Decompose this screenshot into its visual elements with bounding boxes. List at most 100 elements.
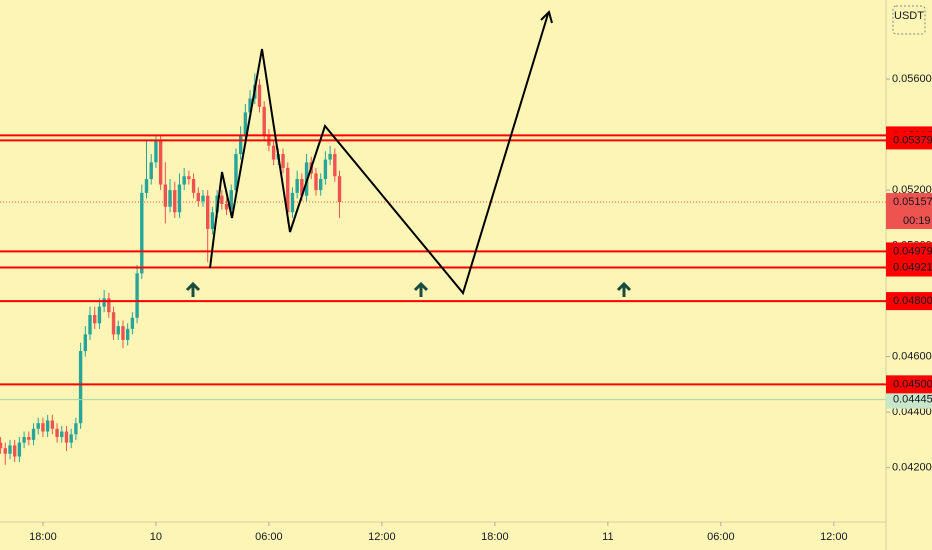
- candle-body: [182, 176, 186, 185]
- candle-body: [102, 298, 106, 307]
- candle-body: [78, 351, 83, 424]
- candle-body: [323, 159, 328, 179]
- candle-body: [140, 192, 144, 274]
- candle-body: [135, 273, 139, 318]
- candle-body: [328, 154, 332, 160]
- candle-body: [220, 195, 224, 204]
- candle-body: [295, 178, 299, 193]
- level-label: 0.04979: [893, 245, 932, 257]
- candle-body: [234, 154, 238, 191]
- zigzag-drawing: [209, 13, 549, 296]
- candle-body: [121, 326, 125, 340]
- candle-body: [88, 314, 92, 335]
- candle-body: [31, 428, 36, 440]
- y-tick-label: 0.05200: [892, 184, 932, 196]
- candle-body: [314, 173, 318, 191]
- candle-body: [12, 445, 17, 457]
- candle-body: [74, 423, 78, 435]
- candle-body: [69, 434, 73, 443]
- candle-body: [22, 437, 26, 443]
- candle-body: [116, 326, 120, 335]
- candle-body: [154, 140, 158, 163]
- candle-body: [262, 106, 266, 135]
- y-tick-label: 0.04200: [892, 462, 932, 474]
- level-box: [886, 131, 932, 150]
- candle-body: [163, 184, 168, 207]
- candle-body: [318, 178, 323, 191]
- candle-body: [36, 423, 40, 429]
- candle-body: [196, 192, 200, 202]
- candle-body: [60, 431, 64, 438]
- drawings: [185, 10, 632, 297]
- arrow-head: [540, 10, 553, 24]
- candle-body: [149, 162, 153, 179]
- candle-body: [271, 145, 276, 160]
- candle-body: [64, 431, 69, 443]
- candle-body: [177, 184, 182, 213]
- level-label: 0.04500: [893, 378, 932, 390]
- candle-body: [210, 212, 215, 229]
- up-arrow: [616, 281, 632, 297]
- last-price-box: [886, 193, 932, 230]
- candle-body: [286, 167, 290, 213]
- x-tick-label: 10: [150, 531, 162, 543]
- marker-price-box: [886, 390, 932, 409]
- candle-body: [168, 190, 172, 207]
- candle-body: [173, 190, 177, 213]
- candle-body: [41, 423, 45, 432]
- candle-body: [55, 428, 59, 438]
- level-label: 0.04921: [893, 261, 932, 273]
- level-box: [886, 292, 932, 311]
- x-tick-label: 12:00: [368, 531, 396, 543]
- candle-body: [83, 334, 88, 352]
- y-tick-label: 0.05600: [892, 73, 932, 85]
- candle-body: [281, 154, 285, 168]
- candle-body: [333, 154, 337, 177]
- candle-body: [107, 298, 111, 313]
- candle-body: [97, 306, 102, 324]
- candle-body: [17, 442, 22, 457]
- candle-body: [50, 420, 55, 429]
- last-price-label: 0.05157: [893, 196, 932, 208]
- candle-body: [290, 192, 295, 213]
- candle-body: [243, 112, 248, 135]
- candle-body: [0, 442, 3, 449]
- level-box: [886, 375, 932, 394]
- candle-body: [130, 317, 135, 329]
- candle-body: [187, 176, 191, 179]
- candle-body: [3, 448, 7, 454]
- candle-body: [201, 195, 205, 202]
- level-label: 0.04800: [893, 295, 932, 307]
- last-price-timer: 00:19: [903, 215, 931, 227]
- candle-body: [158, 140, 163, 185]
- currency: USDT: [894, 10, 924, 22]
- level-box: [886, 242, 932, 261]
- candle-body: [125, 328, 130, 340]
- up-arrow: [413, 281, 429, 297]
- candle-body: [111, 312, 116, 335]
- candle-body: [229, 190, 233, 210]
- candle-body: [27, 437, 31, 440]
- x-tick-label: 06:00: [707, 531, 735, 543]
- candle-body: [8, 445, 12, 454]
- currency-box: [892, 5, 926, 35]
- x-tick-label: 12:00: [820, 531, 848, 543]
- candle-body: [93, 314, 97, 324]
- candle-body: [238, 134, 243, 155]
- candle-body: [248, 98, 252, 113]
- y-tick-label: 0.04600: [892, 351, 932, 363]
- candle-body: [144, 178, 149, 193]
- candle-body: [300, 178, 304, 196]
- candle-body: [224, 203, 229, 210]
- x-tick-label: 18:00: [29, 531, 57, 543]
- candle-body: [337, 176, 342, 203]
- candle-body: [257, 84, 262, 107]
- level-box: [886, 258, 932, 277]
- level-label: 0.05379: [893, 134, 932, 146]
- candle-body: [206, 195, 210, 229]
- x-tick-label: 06:00: [255, 531, 283, 543]
- candle-body: [191, 178, 196, 193]
- x-tick-label: 11: [602, 531, 613, 543]
